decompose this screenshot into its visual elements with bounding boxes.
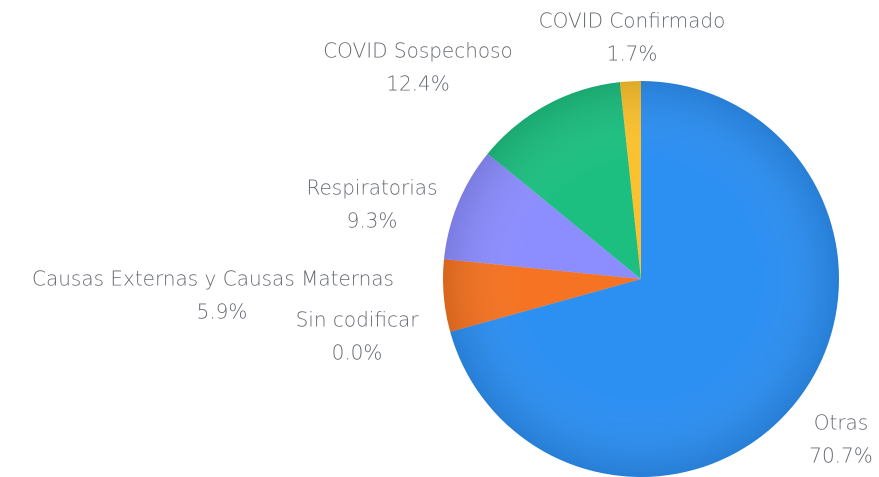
slice-value-label: 12.4% <box>386 72 450 96</box>
slice-label: Otras <box>814 411 868 435</box>
slice-value-label: 9.3% <box>347 209 398 233</box>
slice-value-label: 1.7% <box>607 42 658 66</box>
slice-label: Respiratorias <box>307 176 438 200</box>
slice-label: COVID Confirmado <box>539 9 726 33</box>
slice-label: Causas Externas y Causas Maternas <box>32 267 394 291</box>
slice-value-label: 70.7% <box>809 444 873 468</box>
slice-value-label: 5.9% <box>197 300 248 324</box>
slice-label: COVID Sospechoso <box>323 39 513 63</box>
slice-label: Sin codificar <box>296 308 420 332</box>
slice-value-label: 0.0% <box>332 341 383 365</box>
